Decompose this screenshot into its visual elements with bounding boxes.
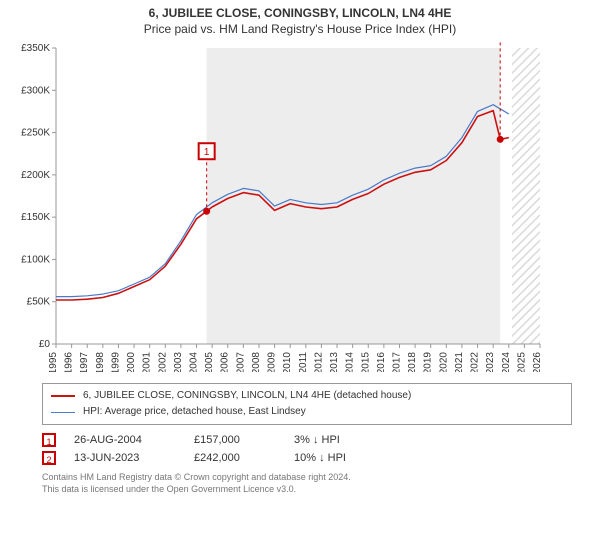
- legend-label: 6, JUBILEE CLOSE, CONINGSBY, LINCOLN, LN…: [83, 388, 411, 404]
- arrow-down-icon: ↓: [319, 452, 325, 464]
- svg-text:2024: 2024: [501, 352, 512, 372]
- tx-delta: 3% ↓ HPI: [294, 434, 414, 446]
- title-block: 6, JUBILEE CLOSE, CONINGSBY, LINCOLN, LN…: [0, 0, 600, 36]
- svg-text:1998: 1998: [95, 352, 106, 372]
- svg-text:£50K: £50K: [27, 297, 51, 308]
- svg-text:2012: 2012: [313, 352, 324, 372]
- legend: 6, JUBILEE CLOSE, CONINGSBY, LINCOLN, LN…: [42, 383, 572, 425]
- svg-text:£250K: £250K: [21, 128, 50, 139]
- footer-attribution: Contains HM Land Registry data © Crown c…: [42, 471, 572, 495]
- tx-price: £157,000: [194, 434, 294, 446]
- footer-line: Contains HM Land Registry data © Crown c…: [42, 471, 572, 483]
- svg-text:1996: 1996: [64, 352, 75, 372]
- tx-price: £242,000: [194, 452, 294, 464]
- svg-text:2023: 2023: [485, 352, 496, 372]
- footer-line: This data is licensed under the Open Gov…: [42, 483, 572, 495]
- chart-svg: £0 £50K £100K £150K £200K £250K £300K £350K 1995…: [16, 42, 546, 372]
- chart-title: 6, JUBILEE CLOSE, CONINGSBY, LINCOLN, LN…: [0, 6, 600, 20]
- tx-delta: 10% ↓ HPI: [294, 452, 414, 464]
- svg-text:2021: 2021: [454, 352, 465, 372]
- transaction-table: 1 26-AUG-2004 £157,000 3% ↓ HPI 2 13-JUN…: [42, 433, 572, 465]
- svg-text:2008: 2008: [251, 352, 262, 372]
- svg-text:2000: 2000: [126, 352, 137, 372]
- svg-text:2007: 2007: [235, 352, 246, 372]
- svg-text:2010: 2010: [282, 352, 293, 372]
- svg-text:2019: 2019: [423, 352, 434, 372]
- svg-text:2026: 2026: [532, 352, 543, 372]
- svg-text:£150K: £150K: [21, 212, 50, 223]
- svg-text:2005: 2005: [204, 352, 215, 372]
- table-row: 2 13-JUN-2023 £242,000 10% ↓ HPI: [42, 451, 572, 465]
- legend-item: 6, JUBILEE CLOSE, CONINGSBY, LINCOLN, LN…: [51, 388, 563, 404]
- svg-text:2013: 2013: [329, 352, 340, 372]
- arrow-down-icon: ↓: [313, 434, 319, 446]
- legend-item: HPI: Average price, detached house, East…: [51, 404, 563, 420]
- tx-date: 26-AUG-2004: [74, 434, 194, 446]
- svg-text:£350K: £350K: [21, 43, 50, 54]
- svg-text:2017: 2017: [391, 352, 402, 372]
- tx-date: 13-JUN-2023: [74, 452, 194, 464]
- svg-text:2003: 2003: [173, 352, 184, 372]
- svg-text:1997: 1997: [79, 352, 90, 372]
- svg-text:2001: 2001: [142, 352, 153, 372]
- svg-text:1: 1: [204, 147, 210, 158]
- line-chart: £0 £50K £100K £150K £200K £250K £300K £350K 1995…: [16, 42, 584, 375]
- svg-text:2020: 2020: [438, 352, 449, 372]
- svg-text:2025: 2025: [516, 352, 527, 372]
- svg-text:1995: 1995: [48, 352, 59, 372]
- svg-text:£200K: £200K: [21, 170, 50, 181]
- svg-text:2016: 2016: [376, 352, 387, 372]
- svg-text:2018: 2018: [407, 352, 418, 372]
- svg-text:2006: 2006: [220, 352, 231, 372]
- svg-text:2015: 2015: [360, 352, 371, 372]
- legend-swatch: [51, 395, 75, 397]
- svg-text:£300K: £300K: [21, 85, 50, 96]
- svg-text:2009: 2009: [267, 352, 278, 372]
- svg-text:2011: 2011: [298, 352, 309, 372]
- marker-icon: 2: [42, 451, 56, 465]
- svg-text:£100K: £100K: [21, 254, 50, 265]
- svg-text:2004: 2004: [189, 352, 200, 372]
- svg-text:1999: 1999: [110, 352, 121, 372]
- table-row: 1 26-AUG-2004 £157,000 3% ↓ HPI: [42, 433, 572, 447]
- marker-icon: 1: [42, 433, 56, 447]
- svg-text:2022: 2022: [470, 352, 481, 372]
- svg-text:2002: 2002: [157, 352, 168, 372]
- svg-text:£0: £0: [39, 339, 51, 350]
- svg-text:2014: 2014: [345, 352, 356, 372]
- legend-label: HPI: Average price, detached house, East…: [83, 404, 306, 420]
- legend-swatch: [51, 412, 75, 413]
- chart-subtitle: Price paid vs. HM Land Registry's House …: [0, 22, 600, 36]
